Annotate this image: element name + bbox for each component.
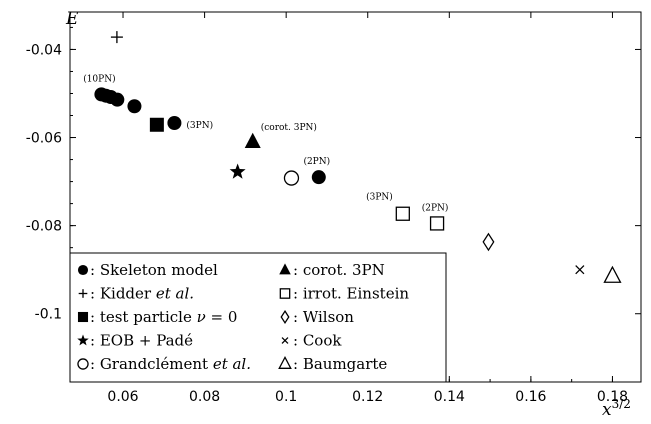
data-point-filled-circle [311,170,326,185]
y-tick-label: -0.04 [26,42,62,58]
data-point-filled-square [149,117,164,132]
legend-entry: : corot. 3PN [293,261,385,279]
point-annotation: (2PN) [303,156,330,167]
legend-entry: : Cook [293,332,342,350]
y-axis-label: E [65,9,79,29]
legend-marker [279,263,291,275]
data-point-open-triangle [603,265,622,283]
legend-marker [77,334,89,346]
data-point-filled-circle [110,92,125,107]
data-point-open-square [429,216,445,231]
legend-entry: : Baumgarte [293,355,387,373]
x-axis-label: x3/2 [602,397,631,420]
y-tick-label: -0.06 [26,131,62,147]
data-point-open-diamond [482,232,495,252]
point-annotation: (3PN) [186,120,213,131]
legend-entry: : Kidder et al. [90,285,194,303]
data-point-filled-circle [127,99,142,114]
legend-entry: : Grandclément et al. [90,355,251,373]
x-tick-label: 0.14 [434,389,465,405]
legend-marker [77,264,89,276]
legend-entry: : irrot. Einstein [293,285,409,303]
legend-entry: : EOB + Padé [90,332,193,350]
legend-marker [77,311,89,323]
data-point-plus [110,31,123,44]
legend-entry: : Wilson [293,308,354,326]
data-point-cross [575,265,585,275]
point-annotation: (3PN) [366,192,393,203]
legend-marker [280,309,290,325]
x-tick-label: 0.08 [189,389,220,405]
data-point-open-square [395,206,410,221]
legend-marker [279,288,291,299]
x-tick-label: 0.12 [352,389,383,405]
x-tick-label: 0.06 [107,389,138,405]
point-annotation: (10PN) [83,73,115,84]
legend-box [69,252,447,383]
legend-marker [77,358,89,370]
data-point-star [229,163,246,179]
y-tick-label: -0.1 [35,307,62,323]
legend-marker [278,355,292,369]
legend-entry: : test particle ν = 0 [90,308,237,326]
legend-marker [78,289,88,298]
x-tick-label: 0.1 [275,389,297,405]
data-point-filled-circle [167,116,182,130]
point-annotation: (corot. 3PN) [261,122,317,133]
point-annotation: (2PN) [422,202,449,213]
legend-marker [281,337,289,344]
x-tick-label: 0.16 [515,389,546,405]
data-point-open-circle [283,170,300,186]
data-point-filled-triangle [244,132,261,148]
legend-entry: : Skeleton model [90,261,218,279]
x-tick-label: 0.18 [597,389,628,405]
y-tick-label: -0.08 [26,219,62,235]
